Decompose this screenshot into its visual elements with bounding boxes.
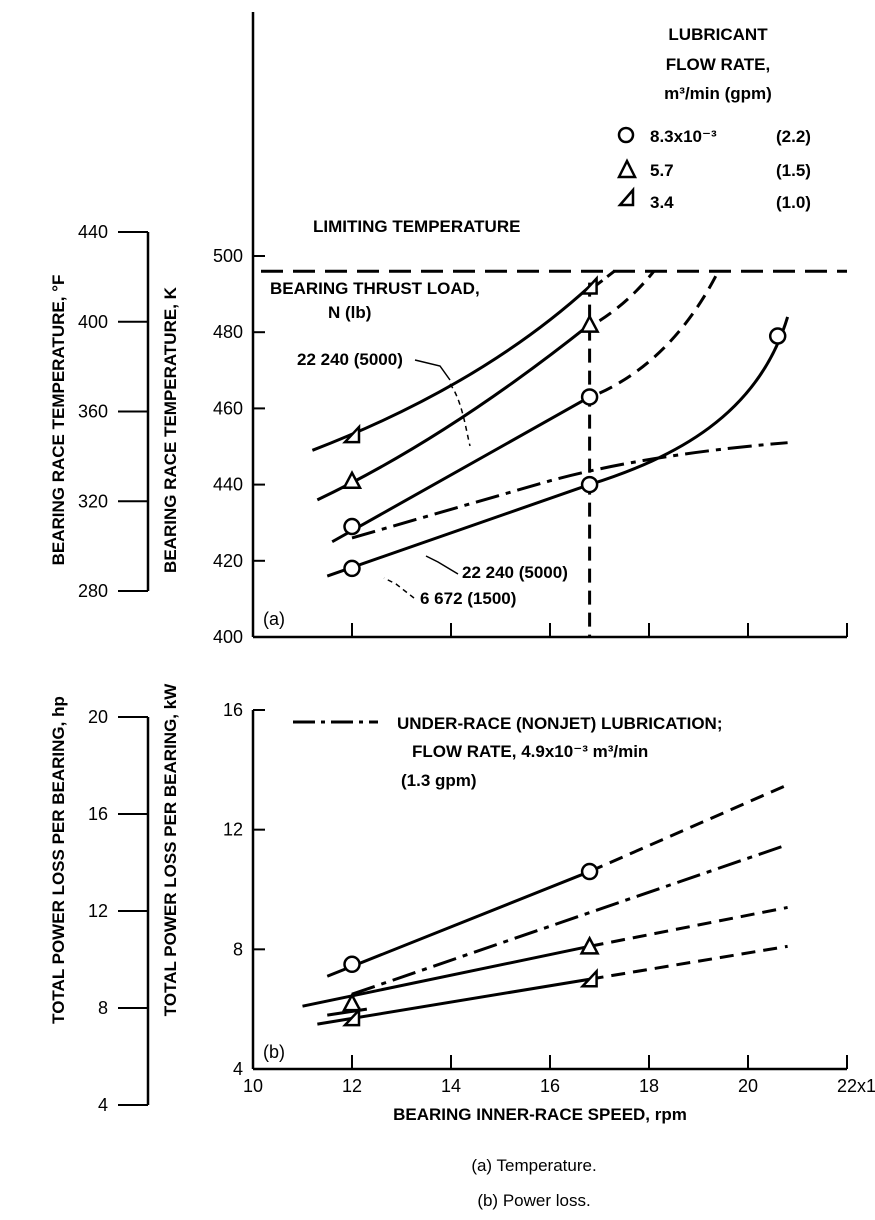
legend-circle-marker [617,126,635,144]
panel-a-y2tick-label: 400 [78,312,108,332]
panel-a: 400 420 440 460 480 500 280 320 360 400 440 (a) LI… [49,12,848,647]
panel-b-y2label: TOTAL POWER LOSS PER BEARING, hp [49,696,68,1024]
panel-b-xtick-label: 20 [738,1076,758,1096]
panel-b-y2tick-label: 8 [98,998,108,1018]
legend-title-line3: m³/min (gpm) [664,84,772,103]
load-label-22240-lower: 22 240 (5000) [462,563,568,582]
leader-6672 [383,577,415,599]
panel-a-point-circle [580,388,599,406]
load-label-22240-upper: 22 240 (5000) [297,350,403,369]
panel-b-ytick-label: 4 [233,1059,243,1079]
legend-entry-half-triangle-label: 3.4 [650,193,674,212]
panel-b-axes: 4 8 12 16 10 12 14 16 18 20 22x10³ 4 8 12 16 20 [88,700,875,1115]
panel-a-point-half-triangle [342,423,361,444]
under-race-legend-line3: (1.3 gpm) [401,771,477,790]
panel-a-ylabel: BEARING RACE TEMPERATURE, K [161,286,180,573]
panel-a-point-half-triangle [579,275,598,295]
load-label-6672: 6 672 (1500) [420,589,516,608]
legend-entry-triangle: 5.7 (1.5) [616,158,811,180]
legend-entry-triangle-gpm: (1.5) [776,161,811,180]
panel-a-ytick-label: 400 [213,627,243,647]
panel-a-ytick-label: 420 [213,551,243,571]
curve-circle-22240-extrapolated [598,270,720,395]
panel-a-ytick-label: 460 [213,398,243,418]
caption-b: (b) Power loss. [477,1191,590,1210]
panel-b-xtick-label: 16 [540,1076,560,1096]
panel-a-point-circle [768,327,787,345]
panel-b-ylabel: TOTAL POWER LOSS PER BEARING, kW [161,683,180,1016]
panel-a-marks [261,269,847,637]
panel-b-xtick-label: 22x10³ [837,1076,875,1096]
power-curve-half-triangle [317,977,590,1026]
panel-a-point-circle [580,475,599,494]
curve-circle-22240 [331,395,591,544]
legend-entry-circle-label: 8.3x10⁻³ [650,127,717,146]
power-curve-half-triangle-extrapolated [589,944,788,981]
panel-a-point-triangle [341,470,363,490]
panel-b-xtick-label: 12 [342,1076,362,1096]
panel-b-ytick-label: 16 [223,700,243,720]
panel-a-point-triangle [579,313,600,333]
under-race-legend-line1: UNDER-RACE (NONJET) LUBRICATION; [397,714,723,733]
panel-b-point-circle [580,862,599,881]
legend-entry-triangle-label: 5.7 [650,161,674,180]
panel-a-ytick-label: 480 [213,322,243,342]
power-curve-circle [326,870,591,978]
legend-entry-circle: 8.3x10⁻³ (2.2) [617,126,811,146]
caption-a: (a) Temperature. [471,1156,596,1175]
panel-a-y2tick-label: 280 [78,581,108,601]
panel-b-point-circle [343,955,361,974]
panel-b-point-half-triangle [579,968,598,988]
panel-b-xtick-label: 18 [639,1076,659,1096]
thrust-load-unit: N (lb) [328,303,371,322]
panel-a-y2tick-label: 320 [78,491,108,511]
panel-b-y2tick-label: 16 [88,804,108,824]
panel-a-y2label: BEARING RACE TEMPERATURE, °F [49,275,68,566]
panel-a-ytick-label: 440 [213,475,243,495]
power-curve-under-race [351,843,789,996]
curve-circle-6672 [326,316,790,578]
panel-b-ytick-label: 8 [233,939,243,959]
panel-b-xtick-label: 10 [243,1076,263,1096]
panel-b-xtick-label: 14 [441,1076,461,1096]
panel-b-ytick-label: 12 [223,820,243,840]
leader-22240-lower [425,555,459,575]
panel-b-y2tick-label: 4 [98,1095,108,1115]
legend-half-triangle-marker [617,186,635,207]
panel-a-point-circle [343,517,361,536]
thrust-load-title: BEARING THRUST LOAD, [270,279,480,298]
panel-a-point-circle [343,559,361,578]
legend-title-line1: LUBRICANT [668,25,768,44]
flow-rate-legend: LUBRICANT FLOW RATE, m³/min (gpm) 8.3x10… [616,25,811,212]
panel-b-label: (b) [263,1042,285,1062]
panel-b-point-triangle [579,935,600,955]
panel-a-y2tick-label: 360 [78,402,108,422]
panel-b-marks [302,783,789,1027]
panel-a-label: (a) [263,609,285,629]
legend-entry-half-triangle: 3.4 (1.0) [617,186,811,212]
power-curve-triangle [302,944,590,1008]
panel-b-y2tick-label: 20 [88,707,108,727]
legend-entry-half-triangle-gpm: (1.0) [776,193,811,212]
under-race-legend-line2: FLOW RATE, 4.9x10⁻³ m³/min [412,742,648,761]
panel-b-xlabel: BEARING INNER-RACE SPEED, rpm [393,1105,687,1124]
panel-b-point-half-triangle [342,1006,361,1027]
curve-triangle-22240-extrapolated [598,270,656,323]
curve-under-race-temperature [351,441,788,540]
panel-a-y2tick-label: 440 [78,222,108,242]
panel-a-axes: 400 420 440 460 480 500 280 320 360 400 440 [78,12,848,647]
legend-title-line2: FLOW RATE, [666,55,771,74]
legend-entry-circle-gpm: (2.2) [776,127,811,146]
power-curve-circle-extrapolated [588,783,789,873]
limiting-temperature-label: LIMITING TEMPERATURE [313,217,520,236]
legend-triangle-marker [616,158,638,179]
leader-22240-upper [414,359,451,381]
panel-b-point-triangle [341,992,363,1012]
under-race-legend: UNDER-RACE (NONJET) LUBRICATION; FLOW RA… [293,714,723,790]
power-curve-triangle-extrapolated [589,905,788,948]
panel-b: 4 8 12 16 10 12 14 16 18 20 22x10³ 4 8 12 16 20 (b) TOT… [49,683,875,1124]
panel-b-y2tick-label: 12 [88,901,108,921]
panel-a-ytick-label: 500 [213,246,243,266]
